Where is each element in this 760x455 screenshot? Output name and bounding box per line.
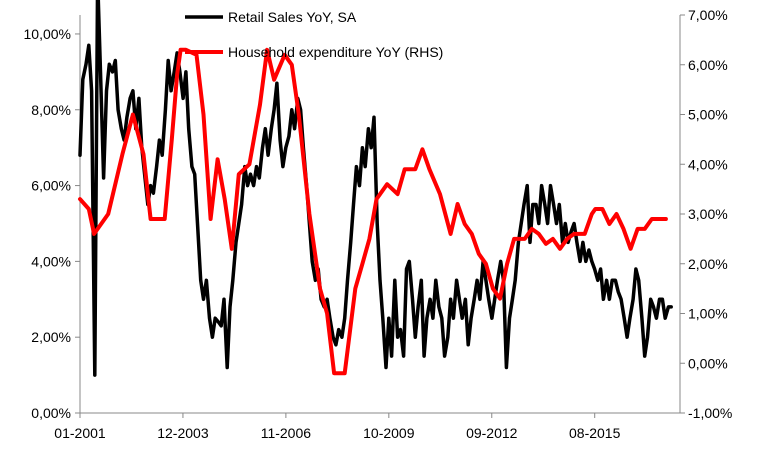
left-tick-label: 6,00% <box>31 178 71 194</box>
right-y-axis: -1,00% 0,00% 1,00% 2,00% 3,00% 4,00% 5,00% 6,00… <box>679 7 732 421</box>
x-tick-label: 10-2009 <box>363 425 415 441</box>
left-tick-label: 2,00% <box>31 329 71 345</box>
right-tick-label: 2,00% <box>688 256 728 272</box>
x-tick-label: 01-2001 <box>54 425 106 441</box>
left-tick-label: 0,00% <box>31 405 71 421</box>
right-tick-label: 3,00% <box>688 206 728 222</box>
left-y-axis: 0,00% 2,00% 4,00% 6,00% 8,00% 10,00% <box>24 15 81 421</box>
left-tick-label: 4,00% <box>31 253 71 269</box>
right-tick-label: 5,00% <box>688 107 728 123</box>
right-tick-label: 6,00% <box>688 57 728 73</box>
right-tick-label: 1,00% <box>688 306 728 322</box>
right-tick-label: -1,00% <box>688 405 732 421</box>
right-tick-label: 4,00% <box>688 156 728 172</box>
legend-label: Retail Sales YoY, SA <box>228 9 357 25</box>
x-tick-label: 11-2006 <box>261 425 312 441</box>
left-tick-label: 10,00% <box>24 26 71 42</box>
x-axis: 01-2001 12-2003 11-2006 10-2009 09-2012 08-20… <box>54 412 680 441</box>
legend-label: Household expenditure YoY (RHS) <box>228 44 443 60</box>
x-tick-label: 09-2012 <box>466 425 518 441</box>
right-tick-label: 7,00% <box>688 7 728 23</box>
left-tick-label: 8,00% <box>31 102 71 118</box>
x-tick-label: 08-2015 <box>569 425 621 441</box>
series-layer <box>78 0 673 377</box>
x-tick-label: 12-2003 <box>157 425 209 441</box>
legend: Retail Sales YoY, SA Household expenditur… <box>185 9 443 60</box>
right-tick-label: 0,00% <box>688 355 728 371</box>
series-line-household-expenditure <box>78 47 668 376</box>
